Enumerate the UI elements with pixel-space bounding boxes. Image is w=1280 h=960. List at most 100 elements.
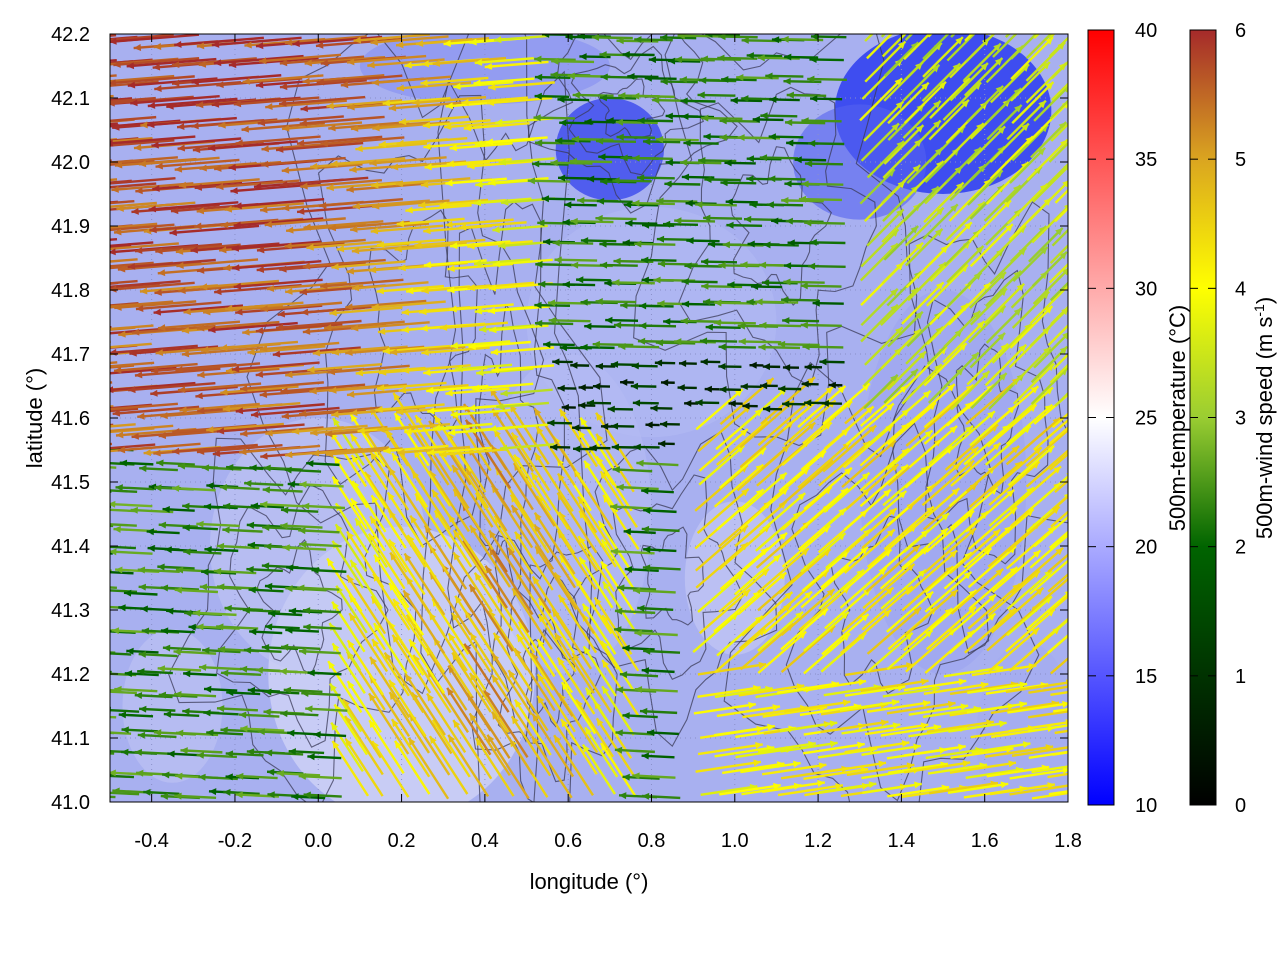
wind-arrow	[286, 564, 320, 572]
wind-arrow-head	[641, 792, 650, 800]
wind-arrow-head	[73, 462, 80, 469]
wind-arrow	[196, 520, 240, 528]
wind-arrow-shaft	[428, 735, 469, 795]
wind-arrow	[1049, 594, 1068, 613]
wind-arrow-head	[150, 389, 158, 397]
wind-arrow-shaft	[984, 424, 1032, 466]
wind-arrow-shaft	[260, 502, 305, 508]
wind-arrow	[301, 690, 341, 697]
wind-arrow	[610, 422, 635, 430]
wind-arrow-head	[511, 505, 519, 514]
wind-arrow-shaft	[1047, 553, 1068, 573]
wind-arrow-head	[69, 266, 76, 273]
wind-arrow-head	[925, 591, 934, 600]
wind-arrow	[239, 444, 321, 456]
wind-arrow-head	[475, 738, 483, 746]
wind-arrow-head	[182, 524, 190, 532]
wind-arrow-head	[1078, 147, 1086, 155]
wind-arrow	[248, 586, 284, 594]
wind-arrow-head	[196, 751, 204, 759]
wind-arrow-shaft	[110, 731, 132, 735]
wind-arrow-head	[1022, 741, 1031, 748]
wind-arrow-shaft	[1006, 595, 1053, 637]
wind-arrow	[447, 632, 487, 691]
wind-arrow-shaft	[1047, 572, 1068, 593]
wind-arrow-head	[110, 500, 116, 508]
wind-arrow-shaft	[716, 615, 764, 657]
wind-arrow-shaft	[762, 590, 813, 635]
wind-arrow-head	[500, 444, 508, 452]
wind-arrow-head	[377, 384, 385, 392]
wind-arrow	[741, 591, 794, 637]
wind-arrow-head	[585, 687, 593, 696]
wind-arrow	[927, 424, 974, 466]
wind-arrow	[496, 401, 550, 411]
wind-arrow-shaft	[595, 433, 635, 493]
wind-arrow	[469, 524, 511, 588]
wind-arrow-head	[301, 502, 310, 510]
wind-arrow-shaft	[904, 588, 959, 637]
wind-arrow-shaft	[1007, 386, 1054, 427]
wind-arrow-shaft	[843, 528, 896, 574]
wind-arrow	[110, 122, 118, 126]
wind-arrow-shaft	[944, 423, 999, 471]
wind-arrow-shaft	[782, 385, 835, 431]
wind-arrow-shaft	[950, 442, 1002, 487]
wind-arrow-head	[619, 792, 627, 800]
wind-arrow-head	[375, 405, 383, 413]
wind-arrow-shaft	[326, 557, 363, 613]
wind-arrow-head	[220, 388, 228, 396]
wind-arrow	[903, 607, 954, 652]
wind-arrow-shaft	[866, 701, 931, 714]
wind-arrow-head	[829, 740, 838, 748]
wind-arrow	[332, 417, 365, 467]
wind-arrow	[863, 374, 899, 410]
wind-arrow	[821, 399, 842, 407]
wind-arrow-head	[204, 546, 212, 554]
wind-arrow-head	[514, 699, 522, 708]
wind-arrow-head	[550, 443, 558, 451]
wind-arrow-shaft	[741, 387, 788, 428]
wind-arrow	[110, 407, 139, 413]
wind-arrow	[409, 514, 450, 575]
wind-arrow-shaft	[841, 723, 901, 735]
wind-arrow-shaft	[327, 660, 363, 714]
wind-arrow-head	[331, 410, 339, 418]
wind-arrow	[533, 407, 577, 472]
wind-arrow	[1051, 412, 1068, 429]
wind-arrow-head	[43, 101, 50, 108]
wind-arrow-shaft	[556, 472, 598, 534]
wind-arrow-head	[1071, 442, 1079, 449]
wind-arrow-head	[797, 493, 806, 501]
wind-arrow-head	[865, 406, 874, 414]
wind-arrow-head	[267, 768, 275, 776]
wind-arrow-shaft	[192, 611, 237, 617]
wind-arrow-head	[453, 489, 461, 498]
wind-arrow-head	[393, 599, 401, 607]
wind-arrow	[305, 705, 348, 713]
wind-arrow	[414, 492, 453, 550]
wind-arrow-head	[403, 590, 411, 599]
wind-arrow-shaft	[966, 702, 1028, 714]
wind-arrow-head	[561, 403, 569, 411]
wind-arrow-shaft	[1025, 428, 1068, 468]
wind-arrow-shaft	[866, 606, 922, 655]
wind-arrow	[139, 705, 176, 713]
wind-arrow-shaft	[986, 765, 1050, 778]
wind-arrow-head	[906, 662, 914, 670]
wind-arrow	[473, 572, 514, 632]
wind-arrow-shaft	[1047, 772, 1068, 779]
wind-arrow-head	[301, 690, 309, 697]
wind-arrow-head	[115, 566, 123, 574]
wind-arrow-head	[920, 678, 929, 686]
wind-arrow	[861, 743, 922, 756]
wind-arrow-head	[388, 539, 396, 548]
wind-arrow-head	[162, 505, 170, 513]
wind-arrow	[577, 429, 615, 486]
wind-arrow-head	[1069, 528, 1077, 535]
wind-arrow-head	[299, 481, 307, 489]
wind-arrow-shaft	[1007, 702, 1068, 714]
wind-arrow	[839, 699, 900, 712]
wind-arrow-shaft	[491, 674, 533, 737]
wind-arrow-head	[100, 543, 107, 550]
